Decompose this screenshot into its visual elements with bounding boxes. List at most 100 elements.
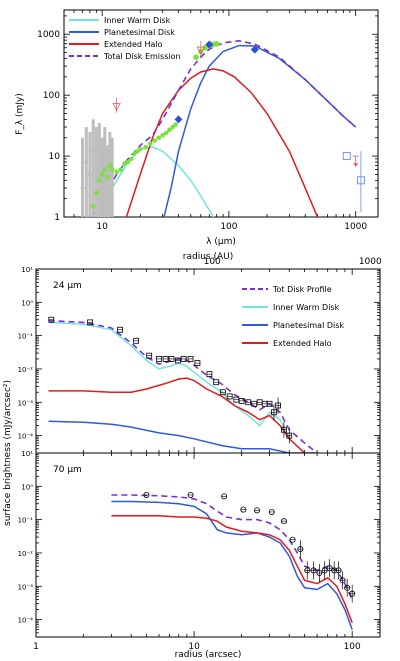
legend-label-inner_warm_disk: Inner Warm Disk — [104, 16, 171, 25]
p24-y-tick-label: 10⁰ — [21, 299, 33, 307]
blue-diamond-point — [250, 45, 259, 54]
profile-70um-curves — [111, 494, 353, 630]
legend-label-planetesimal_disk: Planetesimal Disk — [273, 321, 344, 330]
green-spectrum-point — [129, 156, 134, 162]
green-spectrum-point — [118, 167, 123, 172]
legend-label-extended_halo: Extended Halo — [273, 339, 332, 348]
p70-y-tick-label: 10⁻² — [18, 550, 34, 558]
bottom-x-axis-label: radius (arcsec) — [175, 650, 242, 660]
profile-24um-panel: 10⁻⁴ 10⁻³ 10⁻² 10⁻¹ 10⁰ 10¹ 100 1000 Tot Disk P… — [18, 252, 382, 454]
green-spectrum-point — [143, 144, 148, 150]
green-spectrum-point — [99, 172, 105, 177]
sed-legend: Inner Warm Disk Planetesimal Disk Extended… — [69, 16, 181, 61]
grey-point — [102, 154, 107, 159]
p24-y-tick-label: 10⁻¹ — [18, 333, 34, 341]
sed-curve-total — [92, 39, 357, 217]
sed-ticks: 10 100 1000 1 10 100 1000 — [37, 10, 378, 232]
green-spectrum-point — [105, 174, 110, 180]
top-x-axis-label: radius (AU) — [183, 252, 233, 262]
sed-y-tick-label: 100 — [43, 91, 60, 101]
p24-y-tick-label: 10⁻² — [18, 366, 34, 374]
p70-y-tick-label: 10⁻⁴ — [18, 617, 34, 625]
legend-label-inner_warm_disk: Inner Warm Disk — [273, 303, 340, 312]
p24-curve-planetesimal_disk — [48, 420, 318, 453]
p24-y-tick-label: 10⁻⁴ — [18, 433, 34, 441]
green-spectrum-point — [138, 146, 143, 152]
p70-x-tick-label: 100 — [344, 642, 361, 652]
grey-point — [94, 167, 99, 172]
grey-point — [91, 149, 96, 154]
sed-data-points — [80, 40, 365, 217]
sed-curve-extended_halo — [125, 68, 319, 217]
green-spectrum-point — [94, 190, 99, 196]
sed-y-tick-label: 1000 — [37, 30, 60, 40]
sed-panel: 10 100 1000 1 10 100 1000 Inner Warm Disk Plane… — [15, 9, 379, 247]
annotation-70um: 70 μm — [53, 465, 82, 475]
p70-y-tick-label: 10¹ — [21, 450, 33, 458]
green-spectrum-point — [163, 130, 169, 136]
profile-y-axis-label: surface brightness (mJy/arcsec²) — [3, 380, 13, 526]
legend-label-extended_halo: Extended Halo — [104, 40, 163, 49]
upper-limit-triangle — [196, 46, 205, 55]
sed-y-axis-label: F_λ (mJy) — [15, 93, 25, 135]
profile-70um-panel: 10⁻⁴ 10⁻³ 10⁻² 10⁻¹ 10⁰ 10¹ 1 10 100 70 μm radiu… — [18, 450, 381, 660]
top-x-tick-label: 100 — [204, 257, 221, 267]
sed-curves — [92, 39, 357, 217]
profile-70um-ticks: 10⁻⁴ 10⁻³ 10⁻² 10⁻¹ 10⁰ 10¹ 1 10 100 — [18, 450, 380, 652]
green-spectrum-point — [160, 132, 165, 138]
sed-curve-planetesimal_disk — [163, 44, 357, 217]
p24-curve-extended_halo — [48, 377, 306, 453]
blue-square-point — [356, 176, 365, 185]
p70-y-tick-label: 10⁻³ — [18, 583, 34, 591]
sed-y-tick-label: 1 — [54, 213, 60, 223]
p70-curve-extended_halo — [111, 515, 353, 624]
green-spectrum-point — [102, 167, 108, 172]
p70-curve-total — [111, 494, 353, 600]
grey-point — [84, 159, 89, 164]
p70-y-tick-label: 10⁰ — [21, 483, 33, 491]
green-spectrum-point — [114, 169, 119, 175]
profile-24um-legend: Tot Disk Profile Inner Warm Disk Planetesi… — [242, 285, 344, 348]
p24-y-tick-label: 10¹ — [21, 266, 33, 274]
top-x-tick-label: 1000 — [359, 257, 382, 267]
legend-label-total: Tot Disk Profile — [272, 285, 332, 294]
legend-label-planetesimal_disk: Planetesimal Disk — [104, 28, 175, 37]
sed-x-tick-label: 10 — [96, 222, 108, 232]
sed-curve-inner_warm_disk — [99, 146, 215, 217]
p24-curve-inner_warm_disk — [48, 321, 318, 453]
green-spectrum-point — [156, 135, 162, 141]
sed-x-tick-label: 1000 — [344, 222, 367, 232]
green-spectrum-point — [167, 127, 172, 133]
grey-point — [110, 172, 115, 177]
blue-diamond-point — [174, 115, 183, 124]
p70-x-tick-label: 1 — [33, 642, 39, 652]
p24-y-tick-label: 10⁻³ — [18, 399, 34, 407]
green-spectrum-point — [122, 161, 127, 166]
green-spectrum-point — [152, 138, 158, 143]
green-spectrum-point — [125, 159, 131, 165]
green-spectrum-point — [90, 203, 96, 209]
green-spectrum-point — [148, 141, 153, 146]
sed-x-tick-label: 100 — [220, 222, 237, 232]
upper-limit-triangle — [112, 103, 121, 112]
p70-curve-planetesimal_disk — [111, 500, 353, 630]
grey-point — [97, 143, 102, 148]
profile-24um-frame — [35, 268, 381, 454]
sed-x-axis-label: λ (μm) — [206, 237, 236, 247]
green-spectrum-point — [97, 178, 102, 183]
green-photometry-point — [213, 40, 220, 47]
green-spectrum-point — [173, 122, 178, 127]
green-photometry-point — [193, 54, 199, 60]
profile-70um-data-points — [143, 491, 356, 603]
legend-label-total: Total Disk Emission — [103, 52, 181, 61]
grey-point — [80, 185, 85, 190]
profile-24um-ticks: 10⁻⁴ 10⁻³ 10⁻² 10⁻¹ 10⁰ 10¹ 100 1000 — [18, 257, 382, 454]
annotation-24um: 24 μm — [53, 281, 82, 291]
p70-y-tick-label: 10⁻¹ — [18, 517, 34, 525]
profile-70um-frame — [35, 452, 381, 638]
blue-square-point — [342, 152, 351, 161]
grey-point — [87, 172, 92, 177]
green-spectrum-point — [109, 167, 115, 172]
blue-diamond-point — [205, 40, 214, 49]
